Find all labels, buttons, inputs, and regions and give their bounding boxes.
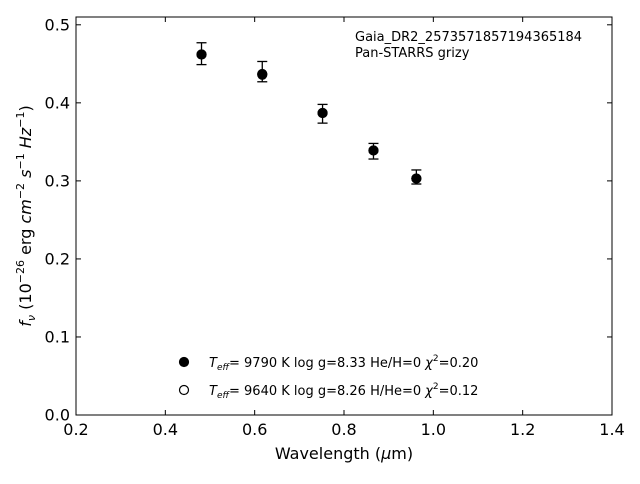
y-axis-label: fν (10−26 erg cm−2 s−1 Hz−1) — [14, 105, 38, 326]
model-point-open — [411, 173, 422, 184]
model-point-open — [368, 145, 379, 156]
svg-text:fν (10−26 erg cm−2 s−1 Hz−1): fν (10−26 erg cm−2 s−1 Hz−1) — [14, 105, 38, 326]
ticks-layer: 0.2 0.4 0.6 0.8 1.0 1.2 1.4 0.0 0.1 0.2 0.3 0.4 0.5 — [45, 15, 625, 439]
annotation-line-2: Pan-STARRS grizy — [355, 46, 470, 61]
legend-marker-open — [178, 384, 190, 396]
y-tick-label: 0.2 — [45, 249, 70, 268]
legend-label: Teff= 9790 K log g=8.33 He/H=0 χ2=0.20 — [209, 354, 478, 373]
y-tick-label: 0.3 — [45, 171, 70, 190]
x-tick-label: 1.4 — [599, 420, 624, 439]
x-tick-label: 0.2 — [63, 420, 88, 439]
legend-label: Teff= 9640 K log g=8.26 H/He=0 χ2=0.12 — [209, 382, 478, 401]
x-tick-label: 0.4 — [153, 420, 178, 439]
annotation-line-1: Gaia_DR2_2573571857194365184 — [355, 30, 582, 45]
model-point-open — [257, 68, 268, 80]
legend-marker-filled — [178, 356, 190, 368]
legend: Teff= 9790 K log g=8.33 He/H=0 χ2=0.20 Tef… — [178, 354, 478, 401]
model-point-open — [196, 49, 207, 60]
y-tick-label: 0.1 — [45, 327, 70, 346]
plot-area — [76, 17, 612, 415]
x-tick-label: 1.0 — [421, 420, 446, 439]
x-tick-label: 1.2 — [510, 420, 535, 439]
data-layer — [196, 42, 422, 185]
y-tick-label: 0.0 — [45, 406, 70, 425]
plot-frame — [75, 16, 613, 416]
x-tick-label: 0.6 — [242, 420, 267, 439]
y-tick-label: 0.5 — [45, 15, 70, 34]
x-tick-label: 0.8 — [331, 420, 356, 439]
model-point-open — [317, 107, 328, 119]
x-axis-label: Wavelength (μm) — [275, 444, 413, 463]
y-tick-label: 0.4 — [45, 93, 70, 112]
